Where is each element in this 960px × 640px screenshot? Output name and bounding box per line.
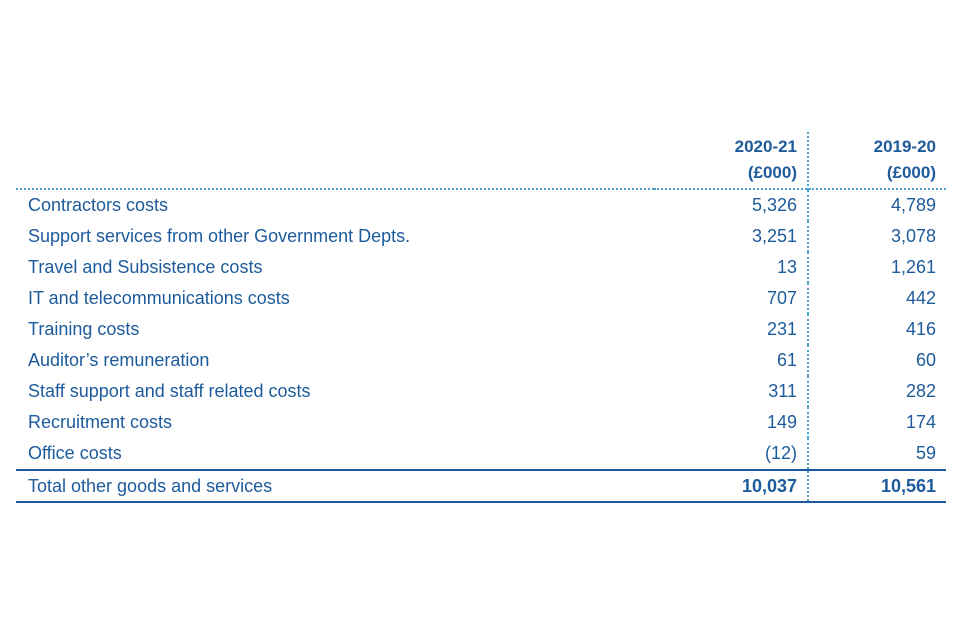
row-label: IT and telecommunications costs xyxy=(28,288,290,308)
row-value-2019-20: 59 xyxy=(915,443,936,463)
header-year-2019-20-label: 2019-20 xyxy=(873,137,936,156)
row-label: Recruitment costs xyxy=(28,412,173,432)
row-value-2019-20: 174 xyxy=(905,412,936,432)
row-label: Contractors costs xyxy=(28,195,169,215)
total-row: Total other goods and services 10,037 10… xyxy=(16,469,946,503)
table-row: Auditor’s remuneration 61 60 xyxy=(16,345,946,376)
header-year-2019-20-unit: (£000) xyxy=(886,163,936,182)
row-value-2020-21: (12) xyxy=(654,438,809,470)
row-label: Auditor’s remuneration xyxy=(28,350,210,370)
table-row: Training costs 231 416 xyxy=(16,314,946,345)
row-label: Support services from other Government D… xyxy=(28,226,411,246)
total-value-2019-20: 10,561 xyxy=(808,469,946,503)
other-goods-services-table: 2020-21 (£000) 2019-20 (£000) Contractor… xyxy=(16,132,946,503)
row-value-2020-21: 61 xyxy=(654,345,809,376)
header-year-2019-20: 2019-20 (£000) xyxy=(808,132,946,189)
row-value-2020-21: 311 xyxy=(654,376,809,407)
table-row: Recruitment costs 149 174 xyxy=(16,407,946,438)
row-label: Office costs xyxy=(28,443,122,463)
table-row: Contractors costs 5,326 4,789 xyxy=(16,189,946,221)
table-row: Office costs (12) 59 xyxy=(16,438,946,470)
table-row: IT and telecommunications costs 707 442 xyxy=(16,283,946,314)
row-value-2020-21: 707 xyxy=(654,283,809,314)
other-goods-services-table-container: 2020-21 (£000) 2019-20 (£000) Contractor… xyxy=(16,132,946,503)
row-label: Staff support and staff related costs xyxy=(28,381,311,401)
row-value-2020-21: 3,251 xyxy=(654,221,809,252)
header-year-2020-21: 2020-21 (£000) xyxy=(654,132,809,189)
row-value-2020-21: 13 xyxy=(654,252,809,283)
row-label: Travel and Subsistence costs xyxy=(28,257,263,277)
row-label: Training costs xyxy=(28,319,140,339)
table-row: Travel and Subsistence costs 13 1,261 xyxy=(16,252,946,283)
header-row: 2020-21 (£000) 2019-20 (£000) xyxy=(16,132,946,189)
row-value-2019-20: 4,789 xyxy=(890,195,936,215)
row-value-2019-20: 442 xyxy=(905,288,936,308)
header-year-2020-21-unit: (£000) xyxy=(747,163,797,182)
row-value-2020-21: 5,326 xyxy=(654,189,809,221)
header-label-cell xyxy=(16,132,654,189)
row-value-2019-20: 1,261 xyxy=(890,257,936,277)
row-value-2020-21: 149 xyxy=(654,407,809,438)
table-row: Staff support and staff related costs 31… xyxy=(16,376,946,407)
row-value-2020-21: 231 xyxy=(654,314,809,345)
header-year-2020-21-label: 2020-21 xyxy=(734,137,797,156)
row-value-2019-20: 282 xyxy=(905,381,936,401)
row-value-2019-20: 3,078 xyxy=(890,226,936,246)
total-label: Total other goods and services xyxy=(16,469,654,503)
row-value-2019-20: 60 xyxy=(915,350,936,370)
table-row: Support services from other Government D… xyxy=(16,221,946,252)
total-value-2020-21: 10,037 xyxy=(654,469,809,503)
row-value-2019-20: 416 xyxy=(905,319,936,339)
